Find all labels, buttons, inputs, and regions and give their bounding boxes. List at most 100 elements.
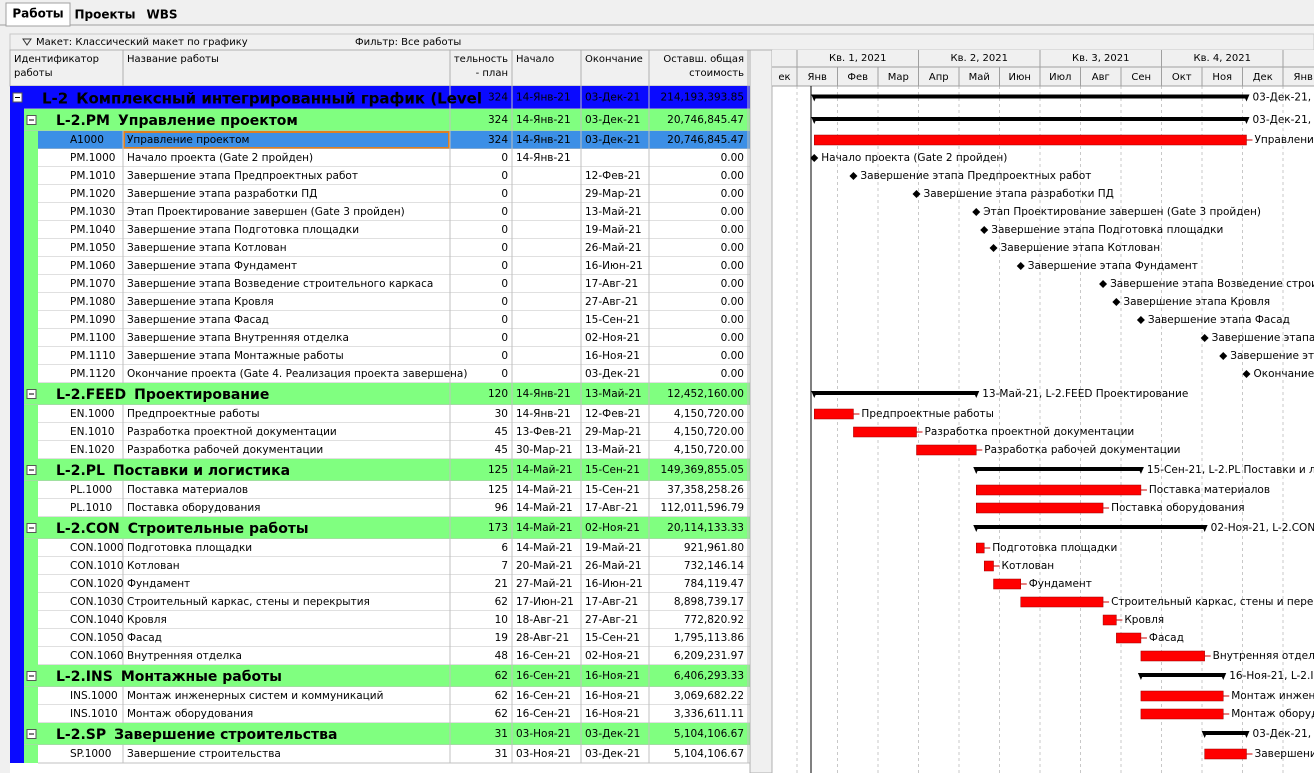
level-strip (10, 109, 24, 131)
cost-cell: 149,369,855.05 (661, 464, 745, 476)
splitter[interactable] (750, 50, 772, 773)
tab[interactable]: Работы (12, 7, 63, 21)
start-cell: 28-Авг-21 (516, 632, 569, 644)
activity-name[interactable]: Завершение этапа Кровля (127, 296, 274, 308)
activity-id[interactable]: PM.1020 (70, 188, 115, 200)
level-strip (10, 203, 24, 221)
activity-name[interactable]: Управление проектом (127, 134, 249, 146)
activity-name[interactable]: Завершение этапа Предпроектных работ (127, 170, 358, 182)
activity-name[interactable]: Строительный каркас, стены и перекрытия (127, 596, 370, 608)
activity-name[interactable]: Завершение этапа Внутренняя отделка (127, 332, 349, 344)
start-cell: 14-Янв-21 (516, 152, 571, 164)
column-header[interactable]: - план (476, 68, 508, 79)
column-header[interactable]: Оставш. общая (663, 54, 744, 65)
finish-cell: 12-Фев-21 (585, 408, 641, 420)
activity-id[interactable]: PM.1110 (70, 350, 115, 362)
group-title[interactable]: L-2.PMУправление проектом (56, 113, 298, 129)
filter-label[interactable]: Фильтр: Все работы (355, 37, 461, 48)
layout-label[interactable]: Макет: Классический макет по графику (36, 37, 248, 48)
activity-id[interactable]: CON.1010 (70, 560, 124, 572)
activity-id[interactable]: CON.1030 (70, 596, 124, 608)
tab[interactable]: Проекты (75, 8, 136, 22)
activity-name[interactable]: Фасад (127, 632, 162, 644)
column-header[interactable]: Идентификатор (14, 54, 99, 65)
finish-cell: 03-Дек-21 (585, 92, 640, 104)
activity-id[interactable]: PL.1000 (70, 484, 112, 496)
activity-id[interactable]: PM.1100 (70, 332, 115, 344)
duration-cell: 0 (501, 152, 508, 164)
group-title[interactable]: L-2.PLПоставки и логистика (56, 463, 290, 479)
group-title[interactable]: L-2.CONСтроительные работы (56, 521, 309, 537)
finish-cell: 15-Сен-21 (585, 314, 640, 326)
activity-name[interactable]: Завершение этапа Фасад (127, 314, 269, 326)
activity-id[interactable]: EN.1010 (70, 426, 115, 438)
activity-id[interactable]: SP.1000 (70, 748, 111, 760)
activity-name[interactable]: Окончание проекта (Gate 4. Реализация пр… (127, 368, 467, 380)
activity-name[interactable]: Разработка рабочей документации (127, 444, 323, 456)
group-strip (24, 293, 38, 311)
summary-bar (1141, 673, 1223, 677)
activity-id[interactable]: CON.1020 (70, 578, 124, 590)
activity-name[interactable]: Предпроектные работы (127, 408, 260, 420)
activity-id[interactable]: A1000 (70, 134, 104, 146)
activity-id[interactable]: PM.1050 (70, 242, 115, 254)
activity-name[interactable]: Котлован (127, 560, 180, 572)
activity-name[interactable]: Завершение строительства (127, 748, 281, 760)
activity-id[interactable]: PL.1010 (70, 502, 112, 514)
level-title[interactable]: L-2Комплексный интегрированный график (L… (42, 89, 482, 107)
column-header[interactable]: Начало (516, 54, 554, 65)
activity-id[interactable]: PM.1070 (70, 278, 115, 290)
activity-name[interactable]: Завершение этапа Возведение строительног… (127, 278, 433, 290)
activity-id[interactable]: PM.1010 (70, 170, 115, 182)
activity-name[interactable]: Монтаж инженерных систем и коммуникаций (127, 690, 383, 702)
group-strip (24, 239, 38, 257)
finish-cell: 17-Авг-21 (585, 596, 638, 608)
column-header[interactable]: стоимость (689, 68, 744, 79)
activity-name[interactable]: Завершение этапа Фундамент (127, 260, 297, 272)
column-header[interactable]: работы (14, 68, 52, 79)
activity-id[interactable]: PM.1080 (70, 296, 115, 308)
activity-name[interactable]: Завершение этапа Котлован (127, 242, 287, 254)
activity-id[interactable]: CON.1050 (70, 632, 124, 644)
activity-name[interactable]: Кровля (127, 614, 167, 626)
group-title[interactable]: L-2.FEEDПроектирование (56, 387, 269, 403)
tab[interactable]: WBS (146, 8, 177, 22)
activity-name[interactable]: Поставка материалов (127, 484, 248, 496)
activity-id[interactable]: CON.1000 (70, 542, 124, 554)
activity-name[interactable]: Начало проекта (Gate 2 пройден) (127, 152, 313, 164)
bar-label: Фундамент (1029, 578, 1092, 590)
activity-id[interactable]: PM.1000 (70, 152, 115, 164)
activity-id[interactable]: PM.1060 (70, 260, 115, 272)
activity-name[interactable]: Фундамент (127, 578, 190, 590)
activity-name[interactable]: Завершение этапа разработки ПД (127, 188, 317, 200)
activity-id[interactable]: PM.1090 (70, 314, 115, 326)
activity-id[interactable]: CON.1060 (70, 650, 124, 662)
activity-id[interactable]: EN.1020 (70, 444, 115, 456)
activity-name[interactable]: Завершение этапа Подготовка площадки (127, 224, 359, 236)
activity-name[interactable]: Поставка оборудования (127, 502, 260, 514)
activity-id[interactable]: PM.1040 (70, 224, 115, 236)
activity-id[interactable]: PM.1120 (70, 368, 115, 380)
activity-id[interactable]: EN.1000 (70, 408, 115, 420)
activity-name[interactable]: Подготовка площадки (127, 542, 252, 554)
group-strip (24, 441, 38, 459)
finish-cell: 27-Авг-21 (585, 614, 638, 626)
column-header[interactable]: тельность (454, 54, 508, 65)
duration-cell: 0 (501, 278, 508, 290)
activity-name[interactable]: Монтаж оборудования (127, 708, 253, 720)
bar-label: Начало проекта (Gate 2 пройден) (821, 152, 1007, 164)
activity-id[interactable]: CON.1040 (70, 614, 124, 626)
start-cell: 16-Сен-21 (516, 650, 571, 662)
column-header[interactable]: Название работы (127, 54, 219, 65)
group-title[interactable]: L-2.INSМонтажные работы (56, 669, 282, 685)
activity-id[interactable]: INS.1000 (70, 690, 118, 702)
activity-name[interactable]: Завершение этапа Монтажные работы (127, 350, 344, 362)
column-header[interactable]: Окончание (585, 54, 643, 65)
activity-name[interactable]: Внутренняя отделка (127, 650, 242, 662)
activity-name[interactable]: Разработка проектной документации (127, 426, 337, 438)
group-title[interactable]: L-2.SPЗавершение строительства (56, 727, 337, 743)
activity-id[interactable]: PM.1030 (70, 206, 115, 218)
activity-name[interactable]: Этап Проектирование завершен (Gate 3 про… (127, 206, 405, 218)
duration-cell: 0 (501, 368, 508, 380)
activity-id[interactable]: INS.1010 (70, 708, 118, 720)
